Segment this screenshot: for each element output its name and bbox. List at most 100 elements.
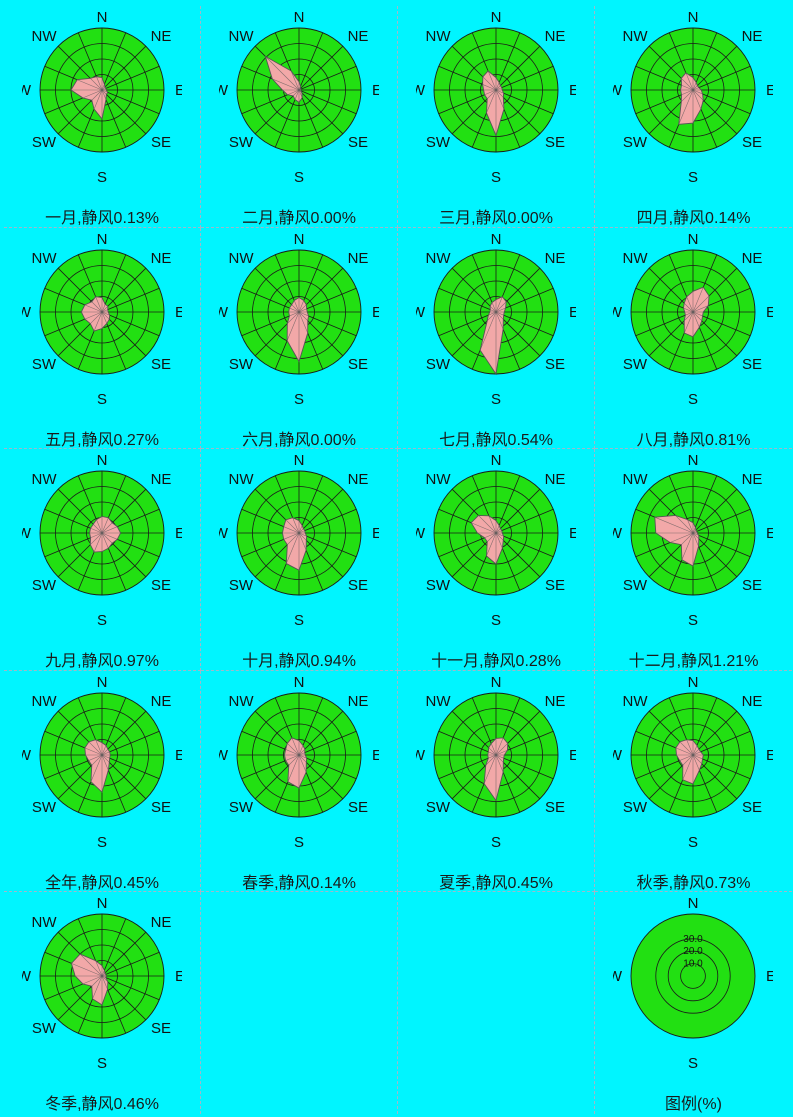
rose-caption: 夏季,静风0.45% [439,874,553,892]
rose-grid-spoke [101,976,147,1021]
rose-direction-mark [681,89,694,102]
wind-rose-panel: N S W E NW NE SW SE 三月,静风0.00% [398,6,595,228]
rose-direction-mark [692,286,704,312]
compass-label-ne: NE [348,471,369,488]
wind-rose-panel: N S W E NW NE SW SE 七月,静风0.54% [398,227,595,450]
calm-percent: 0.73% [705,874,751,892]
compass-label-s: S [688,169,698,186]
rose-direction-mark [272,78,300,91]
rose-direction-mark [495,301,507,312]
rose-grid-spoke [692,710,738,756]
rose-direction-mark [101,89,107,95]
rose-direction-mark [101,754,109,771]
rose-direction-mark [495,532,504,537]
rose-direction-mark [84,304,103,312]
wind-rose-panel: N S W E NW NE SW SE 五月,静风0.27% [4,227,201,450]
compass-label-se: SE [151,799,171,816]
calm-percent: 0.94% [310,653,356,671]
rose-direction-mark [101,517,109,534]
rose-direction-mark [682,754,694,766]
rose-direction-mark [495,742,508,755]
compass-label-nw: NW [32,28,58,45]
compass-label-nw: NW [426,471,452,488]
calm-percent: 0.00% [310,431,356,449]
rose-direction-mark [101,754,110,759]
compass-label-n: N [97,452,108,469]
rose-direction-mark [681,532,694,546]
rose-grid-spoke [438,287,497,312]
calm-label: 静风 [673,874,706,892]
rose-direction-mark [287,754,300,782]
compass-label-w: W [219,747,229,764]
compass-label-se: SE [545,799,565,816]
compass-label-se: SE [742,134,762,151]
rose-direction-mark [679,754,694,761]
rose-grid-spoke [495,89,554,115]
compass-label-ne: NE [742,28,763,45]
rose-direction-mark [495,533,503,549]
rose-direction-mark [92,976,103,1000]
rose-grid-spoke [692,509,751,534]
compass-label-ne: NE [742,693,763,710]
compass-label-se: SE [151,356,171,373]
rose-direction-mark [488,311,497,316]
compass-label-se: SE [545,577,565,594]
rose-direction-mark [692,304,709,312]
rose-grid-spoke [495,754,554,779]
rose-direction-mark [692,82,697,91]
rose-direction-mark [490,308,497,312]
rose-direction-mark [82,976,103,985]
rose-direction-mark [495,754,504,773]
compass-label-w: W [416,525,426,542]
rose-direction-mark [95,960,103,977]
wind-rose-panel: N S W E NW NE SW SE 全年,静风0.45% [4,670,201,893]
compass-label-n: N [97,895,108,912]
rose-period-title: 一月 [45,210,78,227]
compass-label-e: E [569,747,576,764]
compass-label-ne: NE [545,28,566,45]
compass-label-sw: SW [32,799,57,816]
rose-direction-mark [482,76,497,91]
compass-label-e: E [175,304,182,321]
rose-direction-mark [101,970,105,977]
rose-caption: 冬季,静风0.46% [45,1096,159,1114]
rose-direction-mark [692,311,702,321]
compass-label-s: S [294,612,304,629]
calm-label: 静风 [81,874,114,892]
rose-direction-mark [487,311,497,321]
rose-direction-mark [101,84,105,91]
compass-label-n: N [97,231,108,248]
rose-direction-mark [101,522,113,534]
rose-grid-spoke [298,475,324,534]
compass-label-s: S [97,1055,107,1072]
compass-label-s: S [97,834,107,851]
calm-label: 静风 [673,210,706,227]
rose-grid-spoke [101,976,160,1001]
rose-direction-mark [294,89,300,100]
rose-caption: 五月,静风0.27% [45,431,159,449]
rose-direction-mark [692,295,710,312]
rose-direction-mark [77,79,103,91]
rose-grid-spoke [298,509,357,534]
calm-percent: 0.13% [113,210,159,227]
rose-period-title: 四月 [636,210,669,227]
rose-direction-mark [692,89,704,101]
rose-period-title: 九月 [45,653,78,671]
rose-direction-mark [290,70,300,91]
compass-label-sw: SW [32,356,57,373]
compass-label-sw: SW [623,134,648,151]
rose-grid-spoke [101,89,160,115]
compass-label-nw: NW [229,471,255,488]
rose-direction-mark [101,745,107,755]
rose-direction-mark [291,304,300,312]
wind-rose-panel: N S W E NW NE SW SE 一月,静风0.13% [4,6,201,228]
rose-grid-spoke [495,509,554,534]
rose-direction-mark [286,311,300,341]
compass-label-s: S [97,391,107,408]
calm-label: 静风 [81,1096,114,1114]
rose-direction-mark [495,89,505,110]
rose-direction-mark [681,78,694,91]
